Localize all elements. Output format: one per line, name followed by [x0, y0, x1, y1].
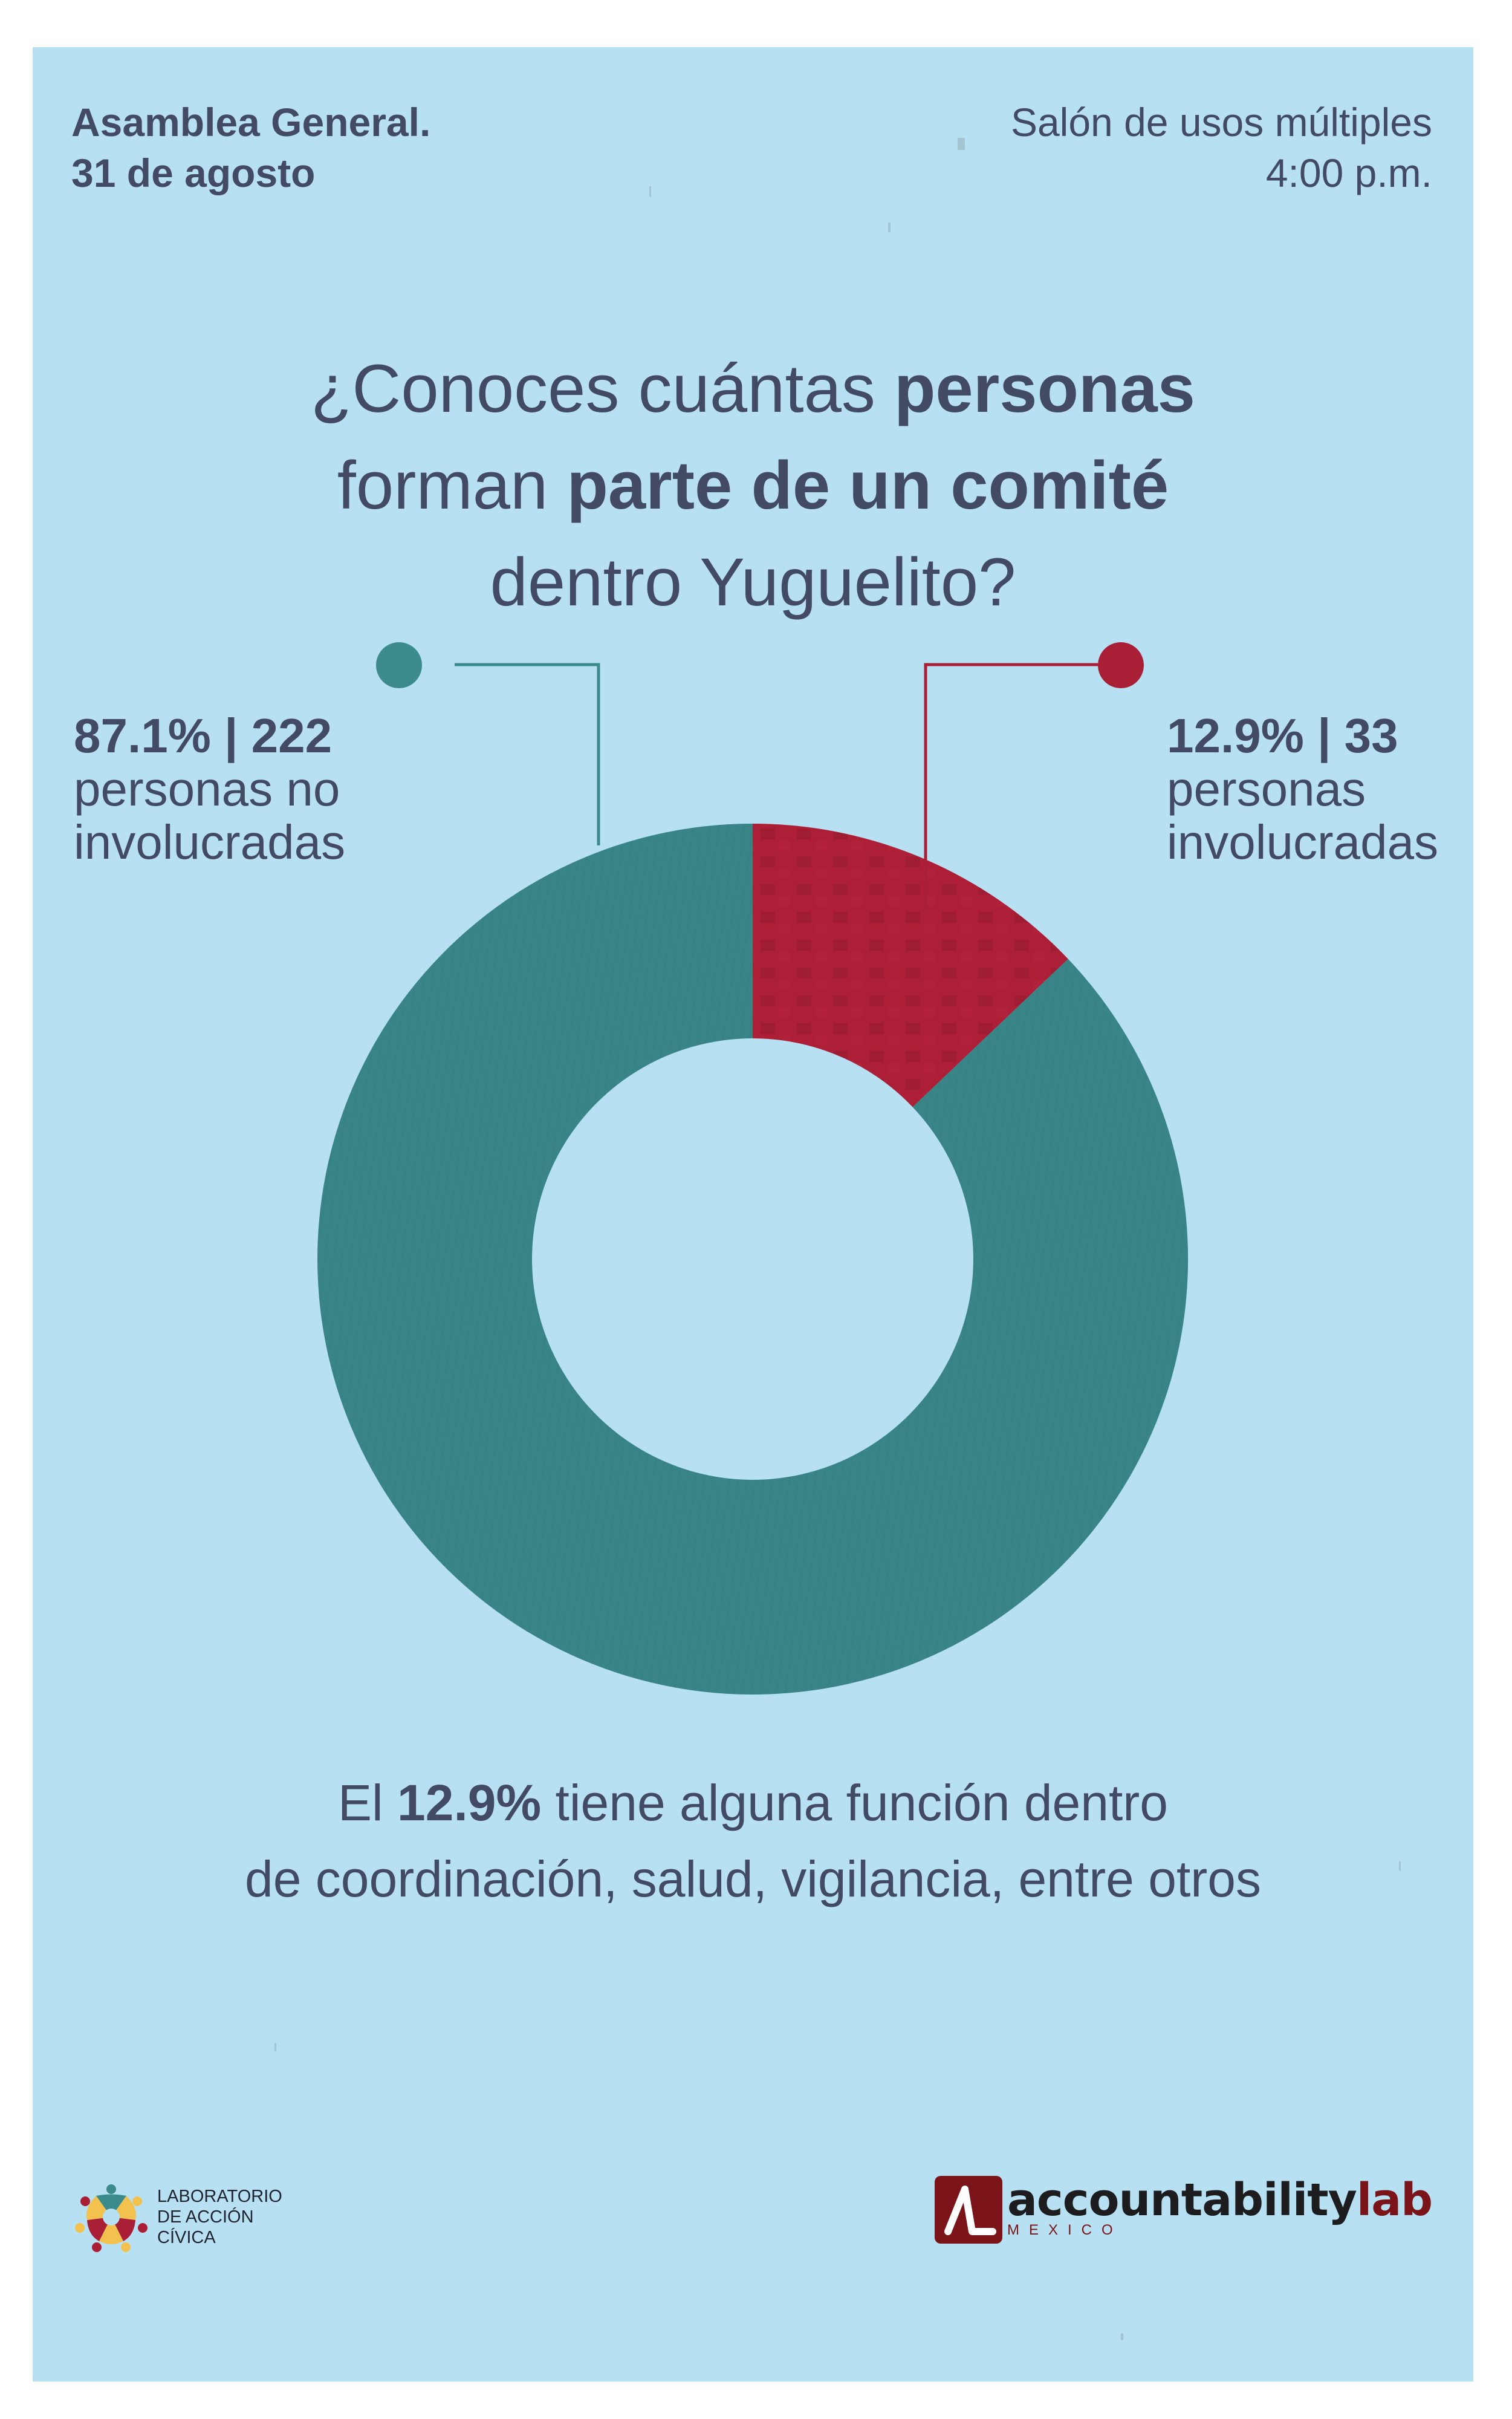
- texture-speck: [649, 186, 651, 197]
- summary-text-part: de coordinación, salud, vigilancia, entr…: [245, 1851, 1261, 1907]
- lac-logo: LABORATORIO DE ACCIÓN CÍVICA: [75, 2181, 282, 2253]
- legend-label: involucradas: [1167, 815, 1439, 869]
- photo-texture: [317, 824, 1189, 1695]
- title-emphasis: parte de un comité: [566, 448, 1169, 523]
- texture-speck: [190, 174, 192, 183]
- legend-value: 12.9% | 33: [1167, 709, 1398, 763]
- legend-label: personas no: [74, 762, 340, 816]
- alab-name: accountability: [1007, 2174, 1357, 2226]
- event-time: 4:00 p.m.: [1265, 151, 1432, 195]
- al-monogram-icon: [935, 2176, 1002, 2244]
- alab-country: MEXICO: [1007, 2222, 1123, 2238]
- legend-not-involved: 87.1% | 222 personas no involucradas: [74, 709, 345, 869]
- event-date: 31 de agosto: [71, 151, 316, 195]
- alab-lab: lab: [1356, 2174, 1433, 2226]
- texture-speck: [888, 223, 891, 232]
- title-text: ¿Conoces cuántas: [311, 351, 894, 426]
- title-emphasis: personas: [894, 351, 1195, 426]
- legend-involved: 12.9% | 33 personas involucradas: [1167, 709, 1438, 869]
- callout-line-left: [455, 663, 600, 845]
- event-venue: Salón de usos múltiples: [1010, 100, 1432, 145]
- texture-speck: [1121, 2333, 1123, 2340]
- texture-speck: [958, 138, 965, 150]
- title-text: dentro Yuguelito?: [490, 544, 1016, 620]
- lac-wordmark: LABORATORIO DE ACCIÓN CÍVICA: [157, 2186, 282, 2248]
- summary-emphasis: 12.9%: [397, 1774, 542, 1831]
- texture-speck: [274, 2043, 276, 2051]
- summary-text: El 12.9% tiene alguna función dentro de …: [33, 1765, 1473, 1917]
- callout-line-right: [924, 663, 1098, 913]
- summary-text-part: tiene alguna función dentro: [541, 1774, 1168, 1831]
- chart-title: ¿Conoces cuántas personas forman parte d…: [33, 340, 1473, 631]
- people-circle-icon: [75, 2184, 148, 2252]
- lac-text-line: DE ACCIÓN: [157, 2207, 254, 2227]
- title-text: forman: [337, 448, 567, 523]
- legend-dot-teal: [376, 642, 422, 688]
- lac-text-line: CÍVICA: [157, 2228, 216, 2247]
- alab-wordmark: accountabilitylab MEXICO: [1007, 2174, 1433, 2238]
- event-title: Asamblea General. 31 de agosto: [71, 97, 430, 198]
- legend-label: involucradas: [74, 815, 346, 869]
- accountability-lab-logo: accountabilitylab MEXICO: [935, 2174, 1433, 2244]
- legend-label: personas: [1167, 762, 1366, 816]
- legend-value: 87.1% | 222: [74, 709, 333, 763]
- texture-speck: [1399, 1861, 1401, 1871]
- photo-texture: [753, 824, 1068, 1107]
- infographic-panel: Asamblea General. 31 de agosto Salón de …: [33, 47, 1473, 2382]
- donut-chart: [317, 642, 1189, 1695]
- lac-text-line: LABORATORIO: [157, 2187, 282, 2206]
- legend-dot-red: [1098, 642, 1144, 688]
- event-location: Salón de usos múltiples 4:00 p.m.: [1011, 97, 1432, 198]
- event-name: Asamblea General.: [71, 100, 431, 145]
- summary-text-part: El: [337, 1774, 398, 1831]
